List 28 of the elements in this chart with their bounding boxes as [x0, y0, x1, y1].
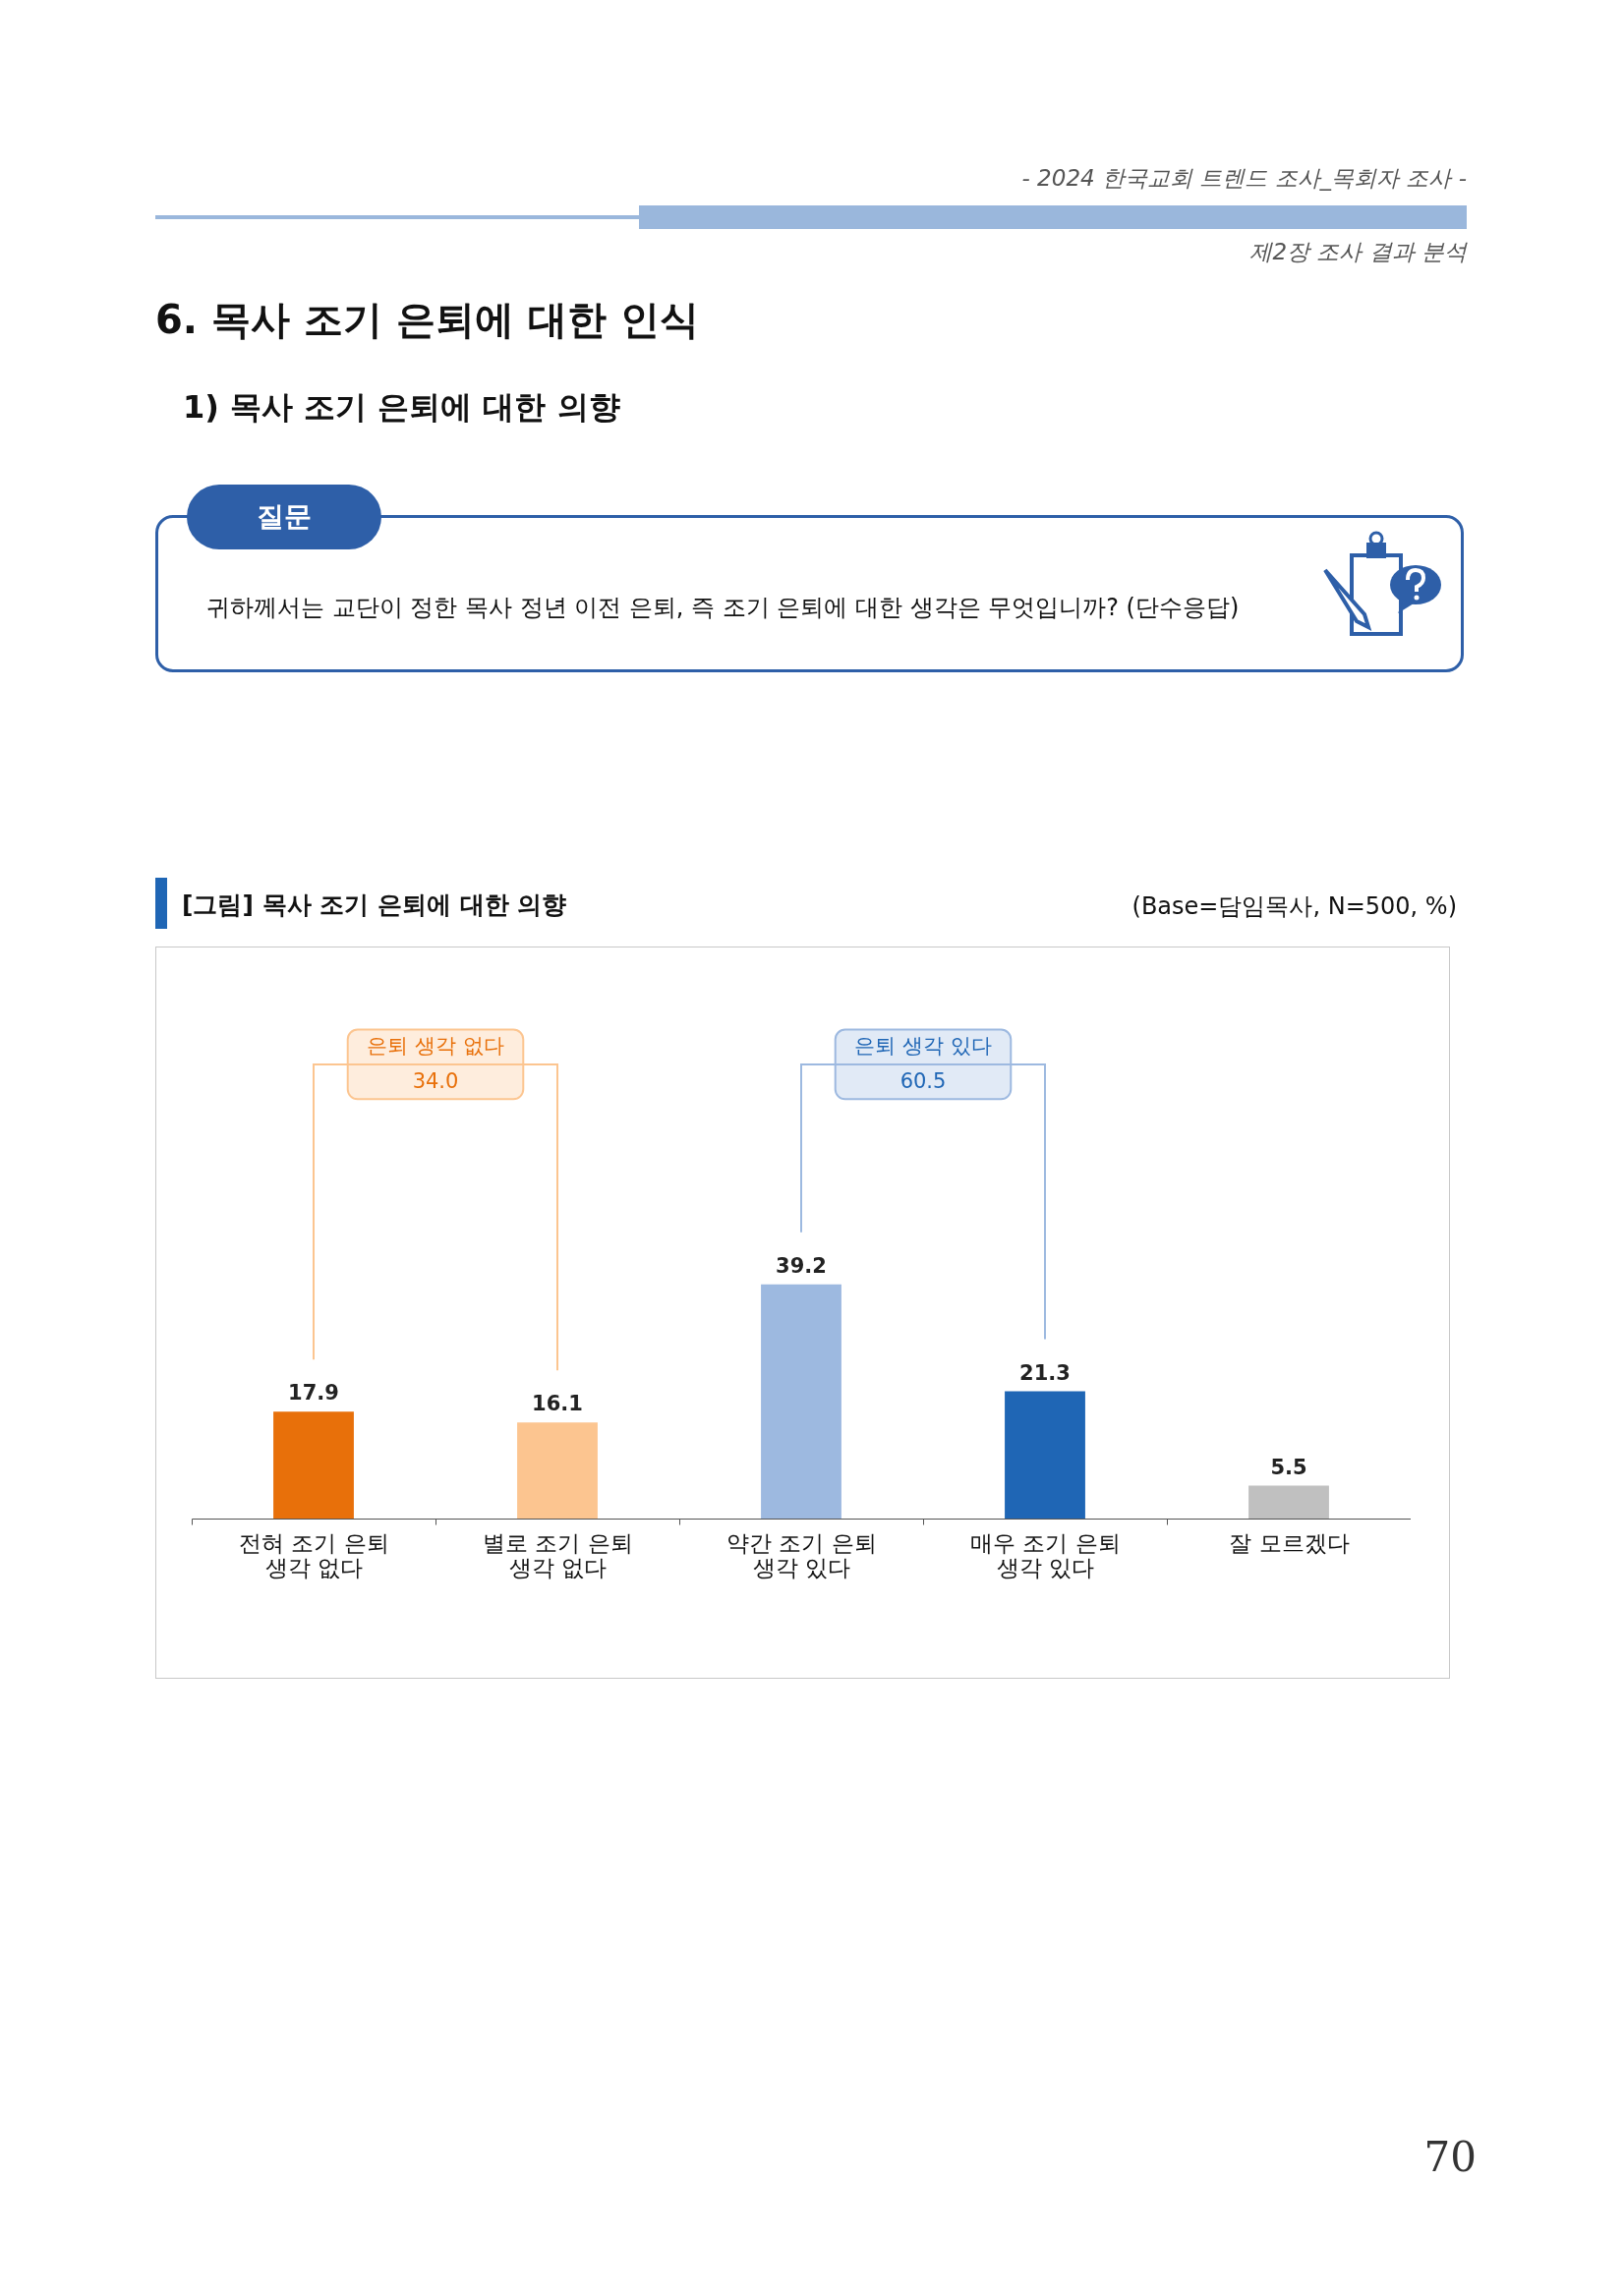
data-label: 16.1 — [532, 1392, 583, 1416]
text: 질문 — [187, 485, 381, 549]
text: 제2장 조사 결과 분석 — [1249, 238, 1467, 266]
text: 34.0 — [412, 1068, 459, 1093]
bar — [761, 1284, 841, 1519]
x-tick-label: 매우 조기 은퇴 생각 있다 — [970, 1529, 1121, 1580]
x-tick-label: 별로 조기 은퇴 생각 없다 — [483, 1529, 633, 1580]
chart-subtitle: (Base=담임목사, N=500, %) — [1131, 891, 1457, 922]
text: 은퇴 생각 없다 — [367, 1034, 504, 1059]
bar — [517, 1422, 598, 1519]
text: 1) 목사 조기 은퇴에 대한 의향 — [183, 387, 620, 428]
text: 6. 목사 조기 은퇴에 대한 인식 — [155, 296, 699, 344]
x-tick-label: 약간 조기 은퇴 생각 있다 — [726, 1529, 877, 1580]
data-label: 39.2 — [776, 1253, 827, 1278]
bar — [1248, 1485, 1329, 1519]
text: 은퇴 생각 있다 — [854, 1034, 992, 1059]
x-tick-label: 전혀 조기 은퇴 생각 없다 — [239, 1529, 389, 1580]
text: - 2024 한국교회 트렌드 조사_목회자 조사 - — [1021, 164, 1467, 193]
chart-title: [그림] 목사 조기 은퇴에 대한 의향 — [182, 890, 567, 921]
text: 70 — [1423, 2133, 1477, 2181]
bar — [1005, 1391, 1085, 1519]
text: 60.5 — [899, 1068, 947, 1093]
bar — [273, 1411, 354, 1519]
text: 귀하께서는 교단이 정한 목사 정년 이전 은퇴, 즉 조기 은퇴에 대한 생각은 무엇입니까? (단수응답) — [206, 593, 1240, 623]
data-label: 21.3 — [1019, 1360, 1071, 1385]
data-label: 5.5 — [1270, 1455, 1307, 1479]
x-tick-label: 잘 모르겠다 — [1229, 1529, 1350, 1556]
data-label: 17.9 — [288, 1381, 339, 1406]
